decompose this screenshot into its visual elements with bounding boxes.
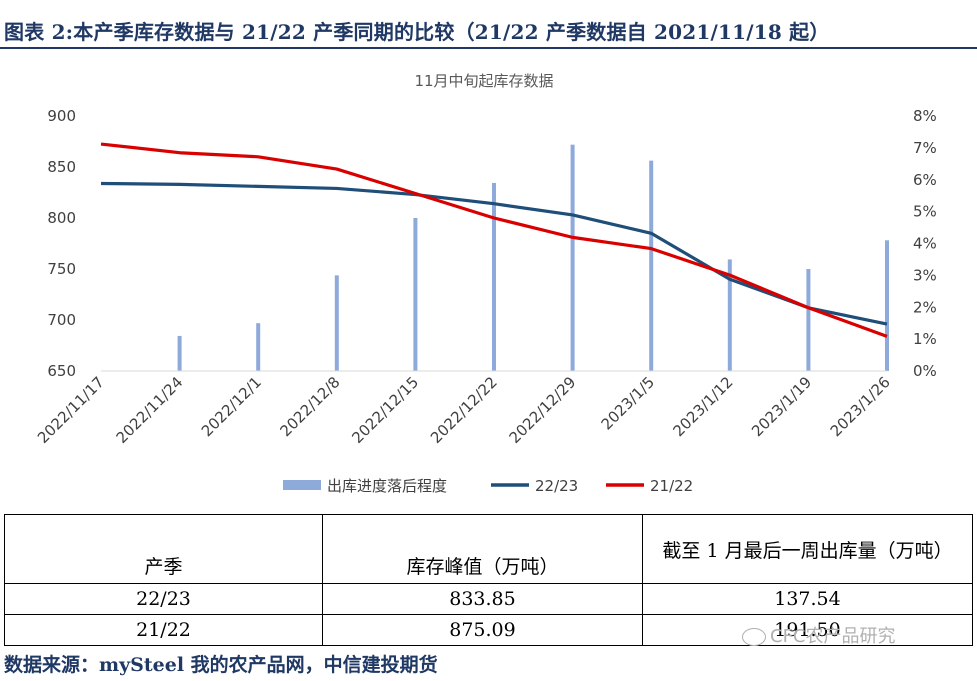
x-tick-label: 2023/1/19 [748, 373, 815, 440]
wechat-icon [742, 628, 766, 646]
bar [492, 182, 496, 371]
bar [570, 144, 575, 371]
inventory-chart: 11月中旬起库存数据 650 700 750 800 850 900 0% 1% 2% 3% 4% 5%… [34, 72, 937, 495]
table-header-outflow: 截至 1 月最后一周出库量（万吨） [642, 514, 973, 584]
legend-label: 22/23 [535, 477, 578, 495]
x-tick-label: 2023/1/12 [670, 373, 737, 440]
bar [177, 335, 182, 371]
y-left-tick-label: 850 [47, 158, 76, 176]
y-right-tick-label: 2% [913, 298, 937, 316]
legend-label: 出库进度落后程度 [327, 477, 447, 495]
y-right-tick-label: 1% [913, 330, 937, 348]
y-right-tick-label: 5% [913, 203, 937, 221]
y-left-tick-label: 900 [47, 107, 76, 125]
y-right-tick-label: 6% [913, 171, 937, 189]
bar [727, 259, 732, 371]
chart-title: 11月中旬起库存数据 [414, 72, 553, 90]
y-right-tick-label: 7% [913, 139, 937, 157]
y-right-tick-label: 4% [913, 235, 937, 253]
y-left-tick-label: 750 [47, 260, 76, 278]
table-header-peak: 库存峰值（万吨） [322, 514, 643, 584]
x-tick-label: 2022/12/15 [348, 373, 422, 447]
y-left-tick-label: 800 [47, 209, 76, 227]
y-right-tick-label: 8% [913, 107, 937, 125]
figure-title: 图表 2:本产季库存数据与 21/22 产季同期的比较（21/22 产季数据自 … [4, 20, 830, 44]
bar [649, 160, 654, 371]
data-source: 数据来源：mySteel 我的农产品网，中信建投期货 [4, 654, 438, 676]
legend-label: 21/22 [650, 477, 693, 495]
bar [256, 323, 261, 371]
x-tick-label: 2022/12/8 [277, 373, 344, 440]
x-tick-label: 2022/11/24 [113, 373, 187, 447]
table-header-row: 产季 库存峰值（万吨） 截至 1 月最后一周出库量（万吨） [4, 514, 973, 584]
table-cell: 875.09 [322, 614, 643, 646]
title-divider [0, 47, 977, 49]
legend-swatch [283, 480, 321, 490]
x-tick-label: 2022/11/17 [34, 373, 108, 447]
x-tick-label: 2022/12/1 [198, 373, 265, 440]
y-right-tick-label: 3% [913, 266, 937, 284]
table-cell: 191.50 [642, 614, 973, 646]
bar [806, 269, 811, 371]
bar [885, 240, 889, 371]
table-cell: 22/23 [4, 583, 323, 615]
bar [334, 275, 339, 371]
table-cell: 833.85 [322, 583, 643, 615]
watermark: CFC农产品研究 [742, 622, 896, 648]
y-left-tick-label: 700 [47, 311, 76, 329]
table-cell: 21/22 [4, 614, 323, 646]
y-left-tick-label: 650 [47, 362, 76, 380]
series-line-21-22 [100, 142, 888, 338]
x-tick-label: 2023/1/5 [598, 373, 658, 433]
y-right-tick-label: 0% [913, 362, 937, 380]
table-cell: 137.54 [642, 583, 973, 615]
inventory-table: 产季 库存峰值（万吨） 截至 1 月最后一周出库量（万吨） 22/23 833.… [4, 514, 973, 646]
series-line-22-23 [100, 181, 888, 326]
watermark-text: CFC农产品研究 [770, 626, 896, 647]
table-header-season: 产季 [4, 514, 323, 584]
bar [413, 218, 418, 371]
x-tick-label: 2022/12/29 [506, 373, 580, 447]
table-header-outflow-text: 截至 1 月最后一周出库量（万吨） [662, 539, 953, 562]
table-row: 21/22 875.09 191.50 [4, 614, 973, 646]
x-tick-label: 2022/12/22 [427, 373, 501, 447]
x-tick-label: 2023/1/26 [827, 373, 894, 440]
table-row: 22/23 833.85 137.54 [4, 583, 973, 615]
